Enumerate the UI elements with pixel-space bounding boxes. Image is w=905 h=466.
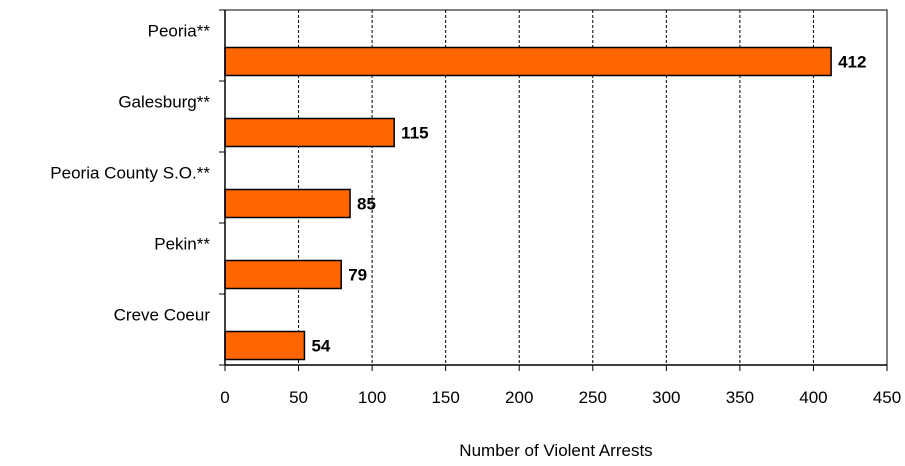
- bar: [224, 330, 306, 361]
- bar: [224, 188, 351, 219]
- x-tick-label: 100: [358, 388, 386, 407]
- x-tick-label: 450: [873, 388, 901, 407]
- x-tick-label: 250: [579, 388, 607, 407]
- category-label: Peoria County S.O.**: [50, 164, 210, 183]
- x-ticks: 0 50 100 150 200 250 300 350 400 450: [220, 365, 901, 407]
- bars: [224, 46, 832, 361]
- data-label: 54: [311, 337, 330, 356]
- x-tick-label: 350: [726, 388, 754, 407]
- axes: [219, 9, 887, 366]
- data-label: 79: [348, 266, 367, 285]
- x-tick-label: 300: [652, 388, 680, 407]
- grid-lines: [298, 10, 814, 365]
- category-label: Peoria**: [148, 22, 211, 41]
- data-labels: 412 115 85 79 54: [311, 53, 866, 356]
- category-label: Creve Coeur: [114, 306, 211, 325]
- bar: [224, 259, 342, 290]
- x-tick-label: 50: [289, 388, 308, 407]
- x-tick-label: 400: [799, 388, 827, 407]
- x-axis-title: Number of Violent Arrests: [459, 441, 652, 460]
- bar: [224, 46, 832, 77]
- bar: [224, 117, 395, 148]
- category-label: Galesburg**: [118, 93, 210, 112]
- category-label: Pekin**: [154, 235, 210, 254]
- x-tick-label: 200: [505, 388, 533, 407]
- data-label: 85: [357, 195, 376, 214]
- category-labels: Peoria** Galesburg** Peoria County S.O.** P…: [50, 22, 210, 325]
- data-label: 412: [838, 53, 866, 72]
- data-label: 115: [401, 124, 428, 143]
- x-tick-label: 150: [431, 388, 459, 407]
- x-tick-label: 0: [220, 388, 229, 407]
